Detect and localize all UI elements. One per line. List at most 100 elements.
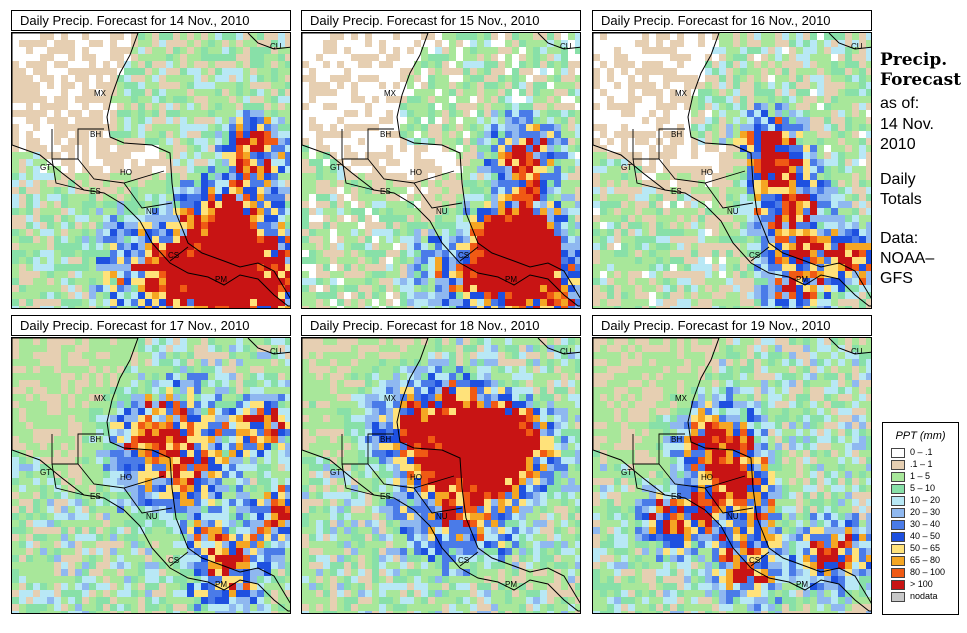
precip-cell — [271, 124, 278, 131]
precip-cell — [421, 82, 428, 89]
precip-cell — [208, 457, 215, 464]
precip-cell — [705, 194, 712, 201]
precip-cell — [131, 387, 138, 394]
precip-cell — [470, 236, 477, 243]
precip-cell — [379, 215, 386, 222]
precip-cell — [61, 408, 68, 415]
precip-cell — [768, 194, 775, 201]
precip-cell — [754, 75, 761, 82]
precip-cell — [131, 222, 138, 229]
precip-cell — [187, 103, 194, 110]
precip-cell — [12, 422, 19, 429]
precip-cell — [719, 194, 726, 201]
precip-cell — [222, 166, 229, 173]
precip-cell — [775, 96, 782, 103]
precip-cell — [393, 173, 400, 180]
precip-cell — [533, 124, 540, 131]
precip-cell — [208, 82, 215, 89]
precip-cell — [110, 152, 117, 159]
precip-cell — [593, 75, 600, 82]
precip-cell — [575, 208, 580, 215]
precip-cell — [117, 194, 124, 201]
precip-cell — [166, 380, 173, 387]
precip-cell — [754, 180, 761, 187]
precip-cell — [131, 264, 138, 271]
precip-cell — [691, 96, 698, 103]
precip-cell — [222, 285, 229, 292]
precip-cell — [782, 117, 789, 124]
precip-cell — [222, 422, 229, 429]
precip-cell — [89, 61, 96, 68]
precip-cell — [201, 47, 208, 54]
precip-cell — [124, 117, 131, 124]
precip-cell — [526, 222, 533, 229]
precip-cell — [803, 285, 810, 292]
precip-cell — [173, 394, 180, 401]
precip-cell — [26, 159, 33, 166]
precip-cell — [428, 250, 435, 257]
precip-cell — [68, 380, 75, 387]
precip-cell — [407, 103, 414, 110]
precip-cell — [407, 236, 414, 243]
precip-cell — [40, 264, 47, 271]
precip-cell — [243, 436, 250, 443]
precip-cell — [607, 152, 614, 159]
precip-cell — [442, 138, 449, 145]
precip-cell — [726, 264, 733, 271]
precip-cell — [302, 306, 309, 308]
precip-cell — [173, 152, 180, 159]
precip-cell — [145, 345, 152, 352]
precip-cell — [575, 229, 580, 236]
precip-cell — [400, 145, 407, 152]
precip-cell — [810, 180, 817, 187]
precip-cell — [26, 40, 33, 47]
precip-cell — [393, 264, 400, 271]
precip-cell — [173, 75, 180, 82]
precip-cell — [670, 257, 677, 264]
precip-cell — [484, 61, 491, 68]
precip-cell — [761, 54, 768, 61]
precip-cell — [243, 96, 250, 103]
precip-cell — [257, 450, 264, 457]
precip-cell — [463, 124, 470, 131]
precip-cell — [309, 75, 316, 82]
precip-cell — [180, 236, 187, 243]
precip-cell — [26, 201, 33, 208]
precip-cell — [117, 278, 124, 285]
precip-cell — [789, 54, 796, 61]
precip-cell — [278, 271, 285, 278]
precip-cell — [505, 180, 512, 187]
precip-cell — [831, 243, 838, 250]
precip-cell — [421, 166, 428, 173]
precip-cell — [817, 278, 824, 285]
precip-cell — [568, 271, 575, 278]
precip-cell — [257, 306, 264, 308]
precip-map: MX CU BH GT HO ES NU CS PM — [11, 337, 291, 614]
precip-cell — [180, 271, 187, 278]
precip-cell — [103, 457, 110, 464]
precip-cell — [782, 75, 789, 82]
precip-cell — [208, 306, 215, 308]
precip-cell — [194, 345, 201, 352]
precip-cell — [302, 138, 309, 145]
precip-cell — [61, 243, 68, 250]
precip-cell — [201, 422, 208, 429]
precip-cell — [201, 271, 208, 278]
precip-map: MX CU BH GT HO ES NU CS PM — [301, 32, 581, 309]
precip-cell — [456, 278, 463, 285]
precip-cell — [698, 82, 705, 89]
precip-cell — [152, 180, 159, 187]
precip-cell — [677, 138, 684, 145]
precip-cell — [264, 173, 271, 180]
precip-cell — [103, 243, 110, 250]
precip-cell — [824, 138, 831, 145]
country-label-gt: GT — [621, 163, 632, 172]
precip-cell — [614, 236, 621, 243]
precip-cell — [477, 285, 484, 292]
precip-cell — [470, 145, 477, 152]
precip-cell — [365, 152, 372, 159]
precip-cell — [236, 124, 243, 131]
precip-cell — [250, 89, 257, 96]
precip-cell — [145, 215, 152, 222]
precip-cell — [40, 387, 47, 394]
